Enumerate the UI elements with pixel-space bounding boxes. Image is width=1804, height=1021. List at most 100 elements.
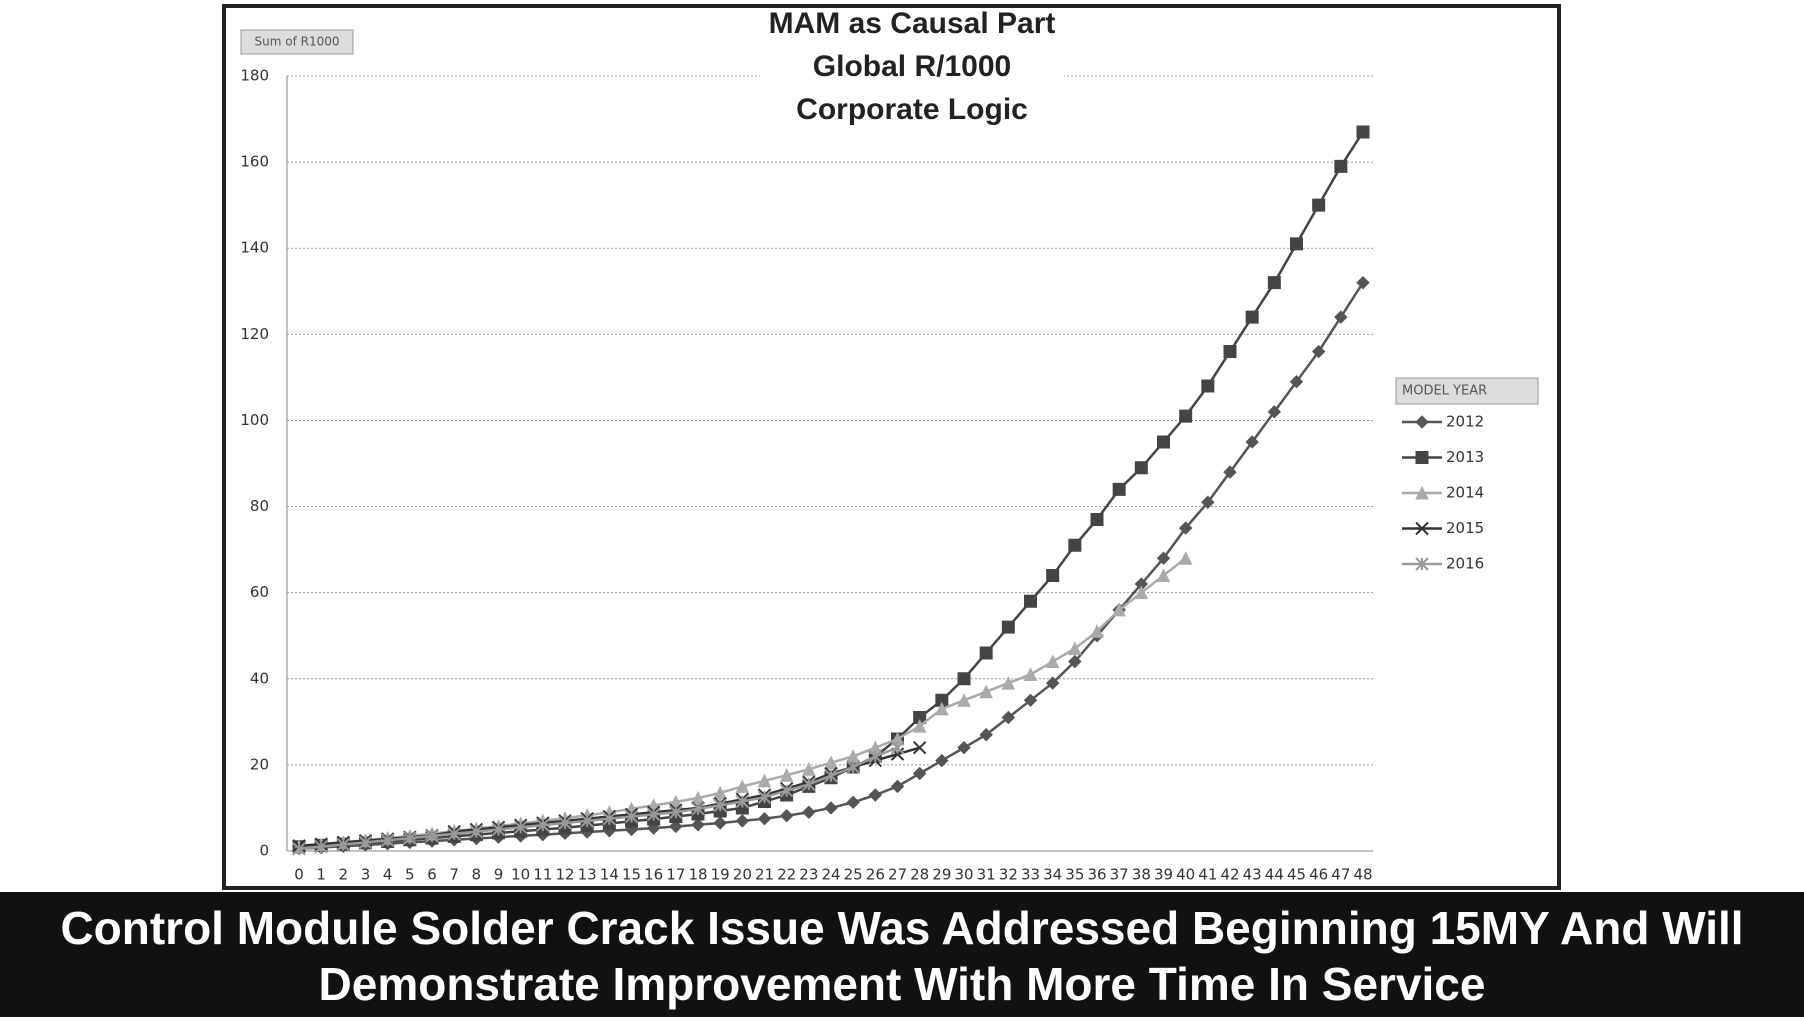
x-tick-label: 19 (711, 866, 730, 884)
x-tick-label: 47 (1331, 866, 1350, 884)
data-point (779, 784, 794, 798)
x-tick-label: 32 (999, 866, 1018, 884)
x-tick-label: 37 (1110, 866, 1129, 884)
chart-title: Corporate Logic (796, 93, 1028, 126)
x-tick-label: 30 (954, 866, 973, 884)
data-point (358, 835, 373, 850)
data-point (868, 749, 883, 763)
x-tick-label: 2 (339, 866, 349, 884)
data-point (691, 818, 705, 832)
data-point (1223, 345, 1237, 359)
data-point (757, 790, 772, 804)
x-tick-label: 31 (977, 866, 996, 884)
data-point (380, 833, 395, 847)
data-point (1156, 568, 1171, 582)
data-point (1001, 620, 1015, 634)
x-tick-label: 48 (1353, 866, 1372, 884)
data-point (1356, 125, 1370, 139)
data-point (957, 740, 971, 755)
x-tick-label: 20 (733, 866, 752, 884)
data-point (292, 842, 306, 856)
x-tick-label: 36 (1087, 866, 1106, 884)
data-point (890, 740, 905, 755)
x-tick-label: 9 (494, 866, 504, 884)
data-point (1312, 198, 1326, 212)
data-point (1334, 159, 1348, 173)
data-point (913, 711, 927, 725)
y-tick-label: 100 (240, 411, 269, 429)
data-point (757, 812, 772, 826)
data-point (935, 701, 949, 716)
data-point (469, 824, 484, 839)
y-tick-label: 180 (240, 67, 269, 85)
data-point (1290, 237, 1303, 251)
y-tick-label: 140 (240, 239, 269, 257)
data-point (824, 755, 838, 770)
x-tick-label: 44 (1265, 866, 1284, 884)
x-tick-label: 38 (1132, 866, 1151, 884)
x-tick-label: 1 (316, 866, 326, 884)
y-tick-label: 80 (250, 497, 269, 515)
data-point (1267, 276, 1281, 290)
data-point (1311, 344, 1326, 359)
caption: Control Module Solder Crack Issue Was Ad… (60, 902, 1743, 954)
legend-label: 2014 (1446, 484, 1484, 502)
data-point (912, 766, 927, 781)
data-point (802, 777, 816, 791)
x-tick-label: 23 (799, 866, 818, 884)
data-point (1023, 667, 1038, 681)
data-point (1179, 409, 1193, 423)
data-point (713, 798, 727, 813)
x-tick-label: 35 (1065, 866, 1084, 884)
data-point (846, 795, 860, 810)
legend-title: MODEL YEAR (1402, 384, 1487, 399)
data-point (979, 646, 993, 660)
x-tick-label: 24 (821, 866, 840, 884)
series-line (298, 746, 898, 851)
data-point (1178, 521, 1193, 535)
data-point (1201, 379, 1215, 393)
data-point (824, 801, 838, 815)
x-tick-label: 0 (294, 866, 304, 884)
data-point (957, 672, 971, 686)
data-point (757, 773, 772, 788)
caption: Demonstrate Improvement With More Time I… (319, 958, 1486, 1010)
data-point (336, 837, 351, 852)
data-point (1112, 482, 1126, 496)
legend-marker (1415, 485, 1429, 500)
data-point (624, 809, 639, 824)
data-point (1068, 641, 1082, 656)
data-point (1001, 675, 1016, 690)
data-point (1245, 435, 1259, 449)
data-point (1267, 405, 1282, 419)
chart-title: Global R/1000 (813, 50, 1011, 83)
legend-title-box[interactable] (1395, 377, 1539, 405)
data-point (1156, 551, 1171, 565)
data-point (1001, 710, 1016, 725)
data-point (491, 822, 506, 837)
x-tick-label: 34 (1043, 866, 1062, 884)
data-point (802, 762, 816, 776)
data-point (1201, 495, 1215, 509)
x-tick-label: 42 (1220, 866, 1239, 884)
data-point (513, 820, 528, 835)
field-button[interactable] (240, 29, 354, 55)
data-point (1334, 310, 1348, 324)
data-point (957, 693, 971, 707)
x-tick-label: 4 (383, 866, 393, 884)
data-point (846, 760, 860, 774)
chart-title: MAM as Causal Part (769, 7, 1056, 40)
x-tick-label: 14 (600, 866, 619, 884)
x-tick-label: 21 (755, 866, 774, 884)
data-point (713, 785, 727, 800)
data-point (1024, 594, 1037, 608)
caption-band (0, 892, 1804, 1017)
x-tick-label: 7 (449, 866, 459, 884)
data-point (669, 805, 683, 819)
x-tick-label: 10 (511, 866, 530, 884)
data-point (1245, 310, 1259, 324)
y-tick-label: 120 (240, 325, 269, 343)
y-tick-label: 20 (250, 755, 269, 773)
y-tick-label: 160 (240, 153, 269, 171)
